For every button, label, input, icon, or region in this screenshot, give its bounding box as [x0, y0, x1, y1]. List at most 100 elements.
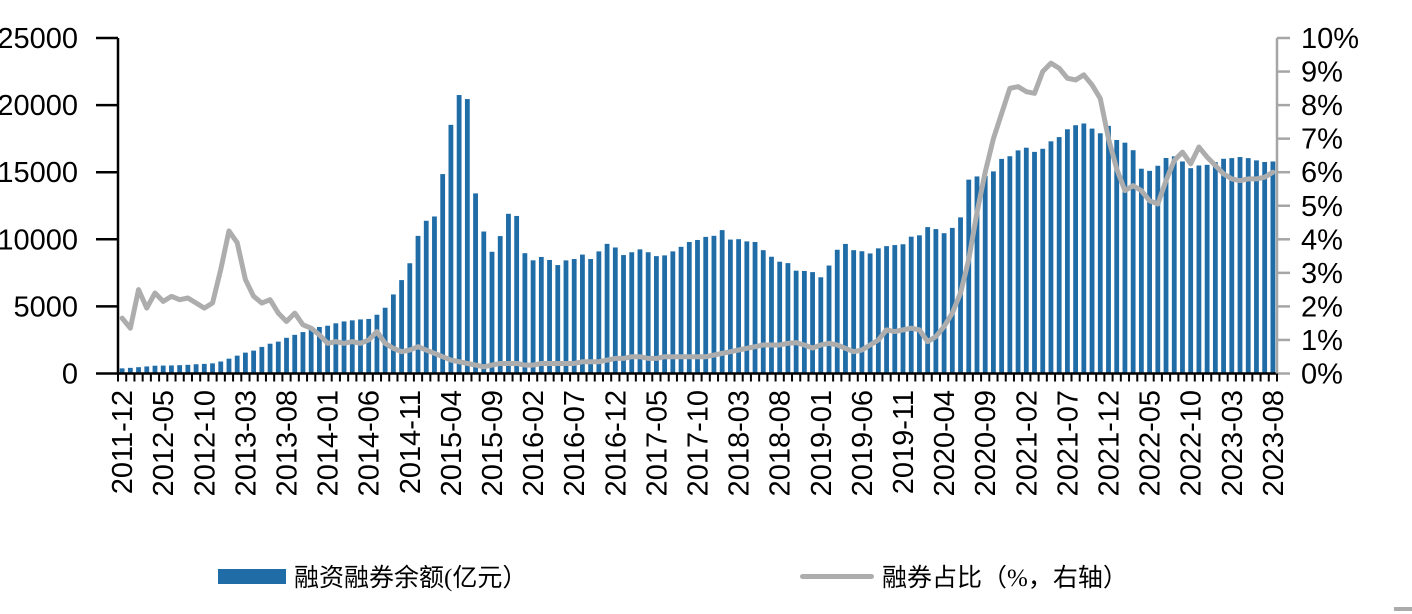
left-axis-ticks-labels: 0 5000 10000 15000 20000 25000: [0, 23, 78, 391]
x-axis-label: 2012-10: [189, 390, 221, 496]
bar: [160, 365, 166, 374]
bar: [654, 256, 659, 374]
left-axis-label: 15000: [0, 157, 78, 189]
bar: [801, 270, 807, 374]
bar: [1007, 156, 1013, 374]
bar: [941, 233, 947, 374]
bar: [152, 365, 158, 374]
left-axis-label: 20000: [0, 90, 78, 122]
bar: [1032, 151, 1037, 374]
left-axis-label: 10000: [0, 224, 78, 256]
x-axis-label: 2023-08: [1258, 390, 1290, 496]
x-axis-label-group: 2017-05: [641, 390, 673, 496]
bar: [308, 328, 314, 374]
x-axis-label: 2013-08: [272, 390, 304, 496]
bar: [1130, 150, 1136, 374]
bar: [243, 352, 248, 374]
bar: [629, 252, 635, 374]
bar: [793, 270, 799, 374]
bar: [867, 253, 873, 374]
bar: [464, 99, 470, 374]
bar: [234, 355, 240, 374]
bar: [119, 368, 125, 374]
x-axis-label-group: 2018-03: [724, 390, 756, 496]
bar: [1122, 142, 1128, 374]
x-axis-label: 2016-12: [600, 390, 632, 496]
left-axis-label: 5000: [13, 291, 78, 323]
bar: [612, 247, 618, 374]
bar: [547, 259, 552, 374]
bar: [925, 227, 931, 374]
bar: [645, 252, 651, 374]
bar: [1056, 137, 1062, 374]
x-axis-label-group: 2021-02: [1011, 390, 1043, 496]
bar: [875, 248, 881, 374]
bar: [358, 319, 363, 374]
bar: [917, 235, 922, 374]
x-axis-label: 2012-05: [148, 390, 180, 496]
bar: [522, 253, 528, 374]
x-axis-label-group: 2019-06: [847, 390, 879, 496]
x-axis-label: 2018-08: [765, 390, 797, 496]
x-axis-label: 2016-02: [518, 390, 550, 496]
bar: [1229, 158, 1235, 374]
lending-ratio-line: [119, 60, 1276, 370]
bar: [571, 259, 577, 374]
bar: [1188, 168, 1194, 374]
chart-legend: 融资融券余额(亿元） 融券占比（%，右轴）: [0, 558, 1412, 594]
x-axis-label-group: 2021-07: [1052, 390, 1084, 496]
x-axis-label-group: 2014-06: [354, 390, 386, 496]
bar: [834, 249, 840, 374]
bar: [563, 260, 569, 374]
bar: [127, 367, 133, 374]
bar: [275, 341, 281, 374]
bar: [538, 256, 544, 374]
bar: [752, 241, 758, 374]
x-axis-label: 2014-06: [354, 390, 386, 496]
x-axis-label: 2021-12: [1093, 390, 1125, 496]
bar: [1171, 156, 1177, 374]
x-axis-label-group: 2014-11: [395, 390, 427, 494]
bar: [481, 231, 487, 374]
bar: [259, 346, 265, 374]
bar: [292, 334, 298, 374]
x-axis-label-group: 2013-03: [230, 390, 262, 496]
bar-series-label: 融资融券余额(亿元）: [294, 565, 528, 592]
bar: [316, 327, 322, 374]
bar: [1138, 168, 1144, 374]
bar: [136, 367, 141, 374]
bar: [1196, 165, 1202, 374]
bar: [711, 235, 717, 374]
bar: [226, 358, 232, 374]
bar: [448, 124, 454, 374]
right-axis-label: 0%: [1301, 359, 1343, 391]
bar: [390, 294, 396, 374]
bar: [1270, 161, 1276, 374]
x-axis-labels: 2011-12 2012-05 2012-10 2013-03 2013-08 2014-…: [107, 390, 1290, 496]
bar: [415, 235, 421, 374]
bar: [1163, 157, 1169, 374]
bar: [210, 363, 215, 374]
bar: [366, 318, 372, 374]
right-axis-label: 2%: [1301, 291, 1343, 323]
bar: [892, 245, 898, 374]
bar: [514, 215, 520, 374]
x-axis-label-group: 2023-08: [1258, 390, 1290, 496]
bar: [719, 230, 725, 374]
bar-series-group: [119, 95, 1276, 374]
bar: [456, 95, 462, 374]
x-axis-label-group: 2018-08: [765, 390, 797, 496]
bar: [341, 321, 347, 374]
bar: [1180, 161, 1185, 374]
x-axis-label: 2014-11: [395, 390, 427, 494]
corner-artifact: [1394, 607, 1412, 611]
x-axis-label: 2022-05: [1135, 390, 1167, 496]
bar: [506, 213, 511, 374]
x-axis-label-group: 2014-01: [313, 390, 345, 496]
x-axis-label: 2023-03: [1217, 390, 1249, 496]
bar: [884, 246, 889, 374]
right-axis-label: 6%: [1301, 157, 1343, 189]
x-axis-label: 2018-03: [724, 390, 756, 496]
